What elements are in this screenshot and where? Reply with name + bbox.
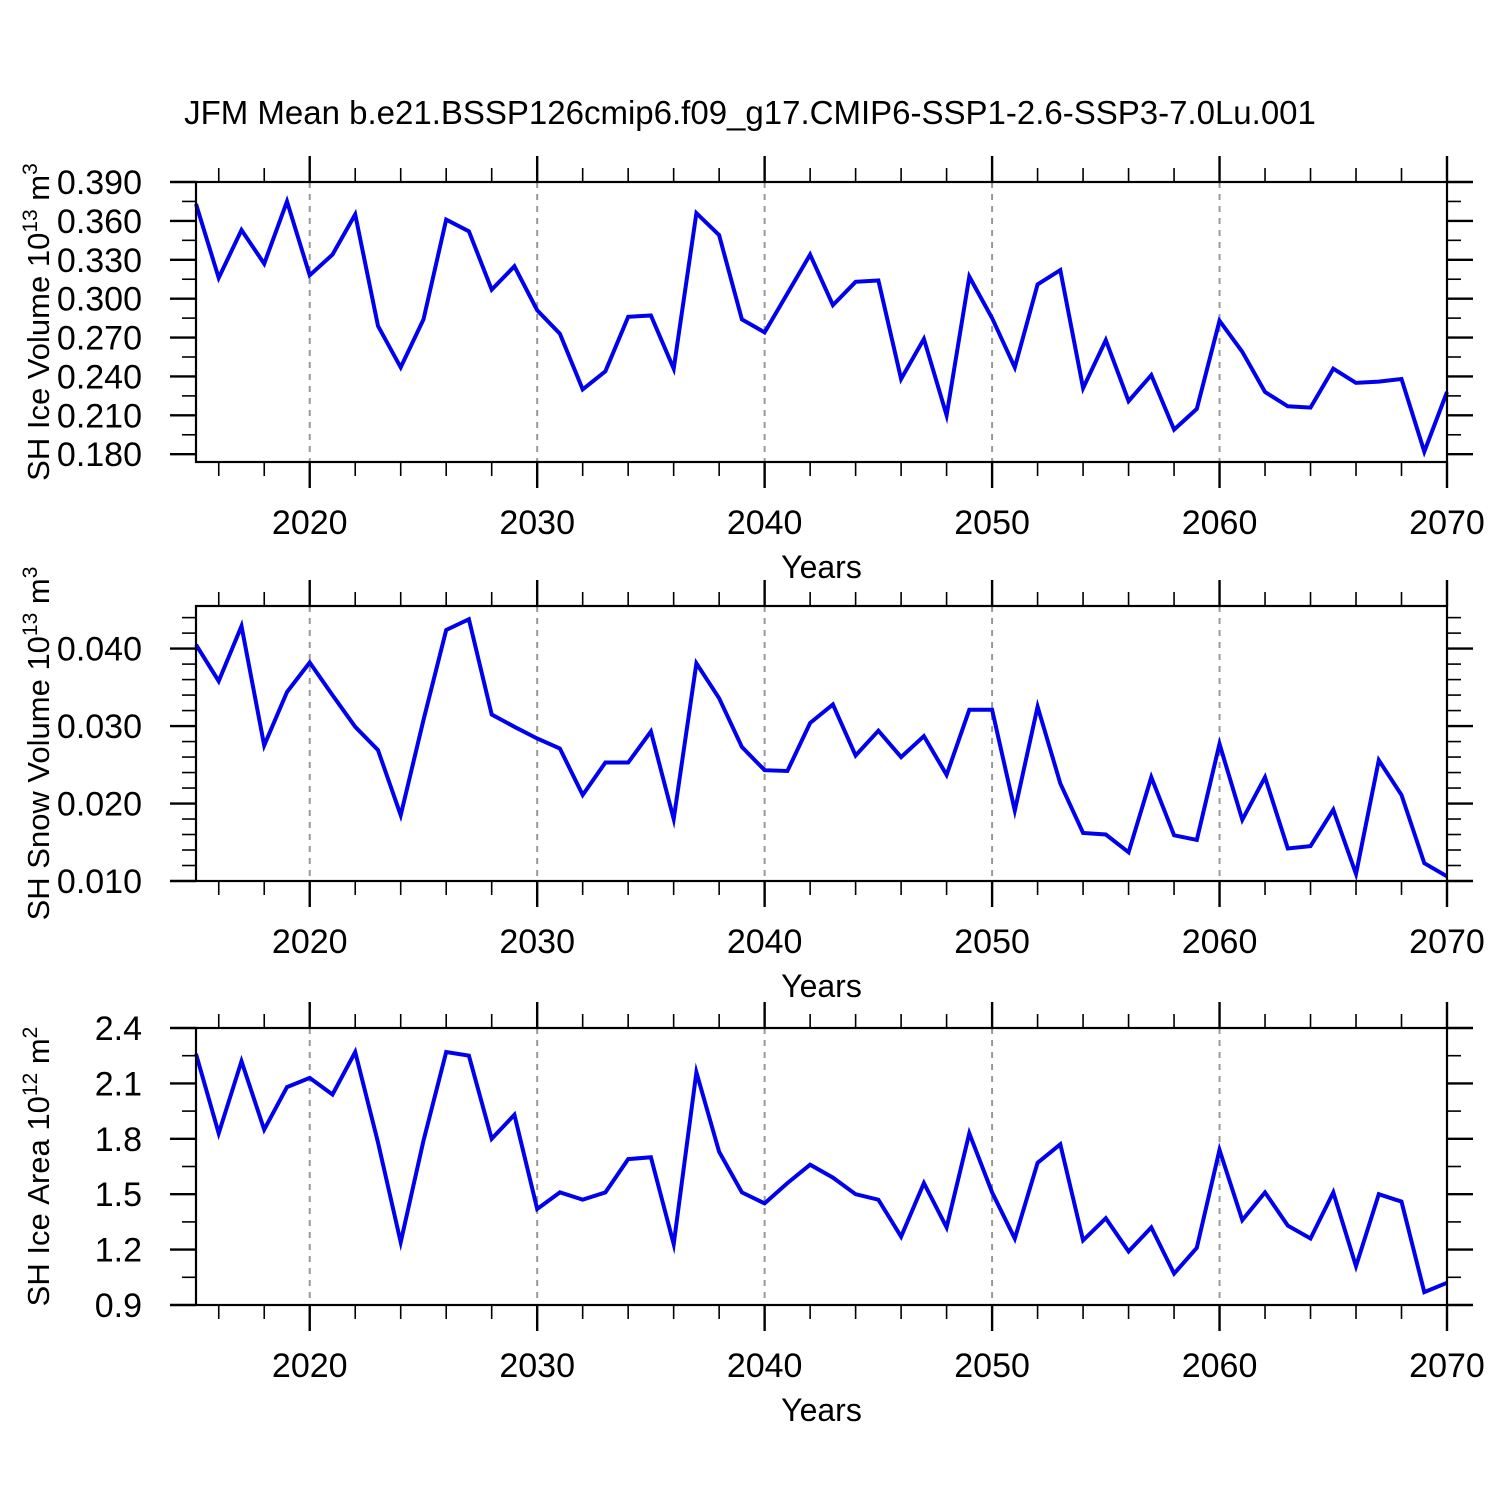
- y-tick-label: 1.8: [95, 1121, 142, 1159]
- data-line-sh-ice-volume: [194, 195, 1449, 458]
- chart-sh-ice-volume: 2020 2030 2040 2050 2060 20700.3900.3600.3300…: [19, 156, 1485, 585]
- x-axis-title: Years: [781, 968, 862, 1004]
- y-tick-label: 0.270: [57, 320, 142, 358]
- x-tick-label: 2040: [727, 504, 803, 542]
- y-tick-label: 0.330: [57, 242, 142, 280]
- x-tick-label: 2030: [499, 923, 575, 961]
- y-tick-label: 0.010: [57, 863, 142, 901]
- x-tick-label: 2070: [1409, 504, 1485, 542]
- x-tick-label: 2030: [499, 1347, 575, 1385]
- x-tick-label: 2020: [272, 1347, 348, 1385]
- data-line-sh-snow-volume: [194, 616, 1449, 882]
- x-tick-label: 2060: [1182, 923, 1258, 961]
- y-tick-label: 0.9: [95, 1287, 142, 1325]
- x-tick-label: 2070: [1409, 1347, 1485, 1385]
- x-axis-title: Years: [781, 1392, 862, 1428]
- y-tick-label: 2.4: [95, 1010, 142, 1048]
- y-tick-label: 1.5: [95, 1176, 142, 1214]
- x-tick-label: 2050: [954, 504, 1030, 542]
- y-tick-label: 2.1: [95, 1065, 142, 1103]
- y-tick-label: 0.030: [57, 708, 142, 746]
- y-tick-label: 0.180: [57, 436, 142, 474]
- x-tick-label: 2030: [499, 504, 575, 542]
- y-axis-title: SH Snow Volume 1013 m3: [19, 567, 56, 921]
- x-tick-label: 2020: [272, 504, 348, 542]
- x-tick-label: 2050: [954, 1347, 1030, 1385]
- y-tick-label: 0.360: [57, 203, 142, 241]
- x-tick-label: 2040: [727, 923, 803, 961]
- x-axis-title: Years: [781, 549, 862, 585]
- figure-title: JFM Mean b.e21.BSSP126cmip6.f09_g17.CMIP…: [184, 94, 1316, 131]
- x-tick-label: 2060: [1182, 1347, 1258, 1385]
- y-tick-label: 1.2: [95, 1232, 142, 1270]
- y-tick-label: 0.390: [57, 164, 142, 202]
- x-tick-label: 2020: [272, 923, 348, 961]
- plot-frame: [194, 180, 1449, 464]
- chart-sh-ice-area: 2020 2030 2040 2050 2060 2070 2.4 2.1 1.8 1.5 1.2 0…: [19, 1002, 1485, 1428]
- chart-sh-snow-volume: 2020 2030 2040 2050 2060 2070 0.040 0.030 0.020 0…: [19, 567, 1485, 1004]
- data-line-sh-ice-area: [194, 1046, 1448, 1295]
- y-tick-label: 0.020: [57, 786, 142, 824]
- x-tick-label: 2060: [1182, 504, 1258, 542]
- y-tick-label: 0.210: [57, 397, 142, 435]
- y-axis-title: SH Ice Volume 1013 m3: [19, 163, 56, 481]
- y-tick-label: 0.240: [57, 358, 142, 396]
- y-axis-title: SH Ice Area 1012 m2: [19, 1027, 56, 1307]
- x-tick-label: 2040: [727, 1347, 803, 1385]
- plot-frame: [194, 604, 1449, 883]
- x-tick-label: 2070: [1409, 923, 1485, 961]
- y-tick-label: 0.040: [57, 631, 142, 669]
- y-tick-label: 0.300: [57, 281, 142, 319]
- x-tick-label: 2050: [954, 923, 1030, 961]
